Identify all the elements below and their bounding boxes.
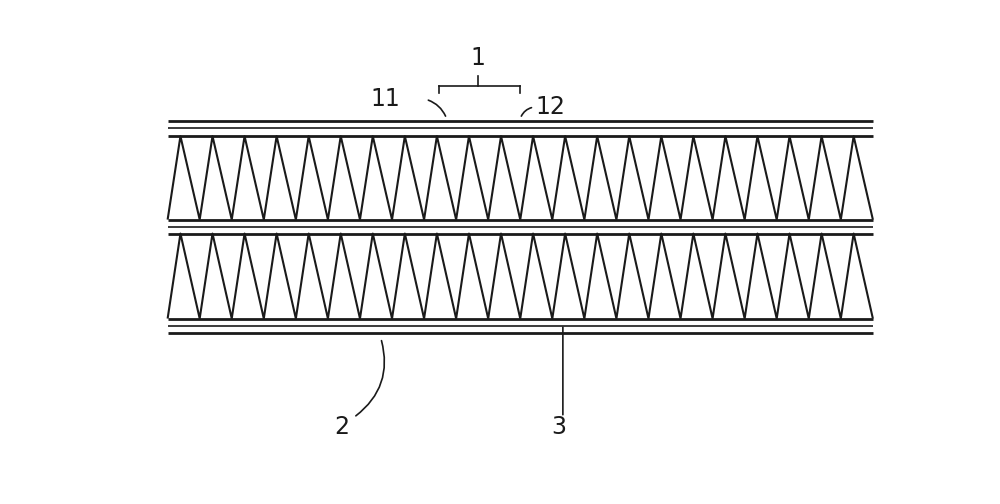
Text: 1: 1: [470, 46, 485, 70]
Text: 2: 2: [334, 415, 350, 439]
Text: 12: 12: [536, 95, 566, 119]
Text: 11: 11: [370, 87, 400, 111]
Text: 3: 3: [552, 415, 566, 439]
